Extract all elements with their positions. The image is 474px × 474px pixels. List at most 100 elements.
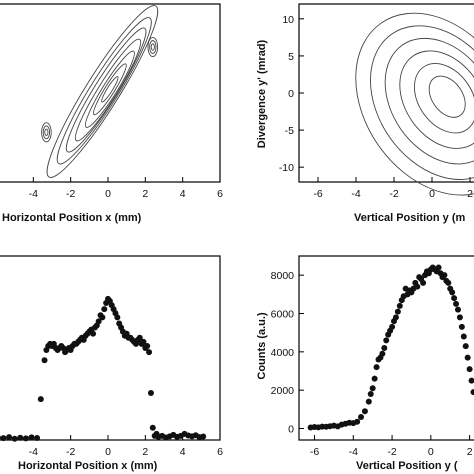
plot-frame-bottom-left	[0, 255, 221, 441]
x-tick-label: 6	[217, 188, 223, 200]
contour-line	[414, 63, 474, 134]
data-point	[458, 323, 465, 330]
data-point	[451, 295, 458, 302]
x-tick-label: 6	[217, 446, 223, 458]
x-tick-label: -4	[349, 446, 358, 458]
data-point	[37, 396, 44, 403]
y-tick-label: 0	[288, 88, 294, 100]
data-point	[28, 434, 35, 441]
y-tick-label: 2000	[271, 385, 295, 397]
x-axis-title-bottom-left: Horizontal Position x (mm)	[18, 460, 158, 472]
contour-line	[101, 76, 119, 103]
x-tick-label: -4	[29, 446, 38, 458]
x-tick-label: 0	[105, 188, 111, 200]
y-axis-title-bottom-right: Counts (a.u.)	[256, 312, 268, 380]
data-point	[369, 385, 376, 392]
data-point	[420, 279, 427, 286]
data-point	[462, 343, 469, 350]
x-tick-label: -6	[310, 446, 319, 458]
data-point	[394, 308, 401, 315]
data-point	[441, 272, 448, 279]
contour-line	[41, 122, 52, 143]
x-tick-label: -2	[66, 188, 75, 200]
y-tick-label: 5	[288, 51, 294, 63]
x-tick-label: -2	[66, 446, 75, 458]
plot-frame-bottom-right	[298, 255, 474, 441]
contour-line	[384, 37, 474, 165]
data-point	[456, 314, 463, 321]
data-point	[460, 333, 467, 340]
x-tick-label: 0	[105, 446, 111, 458]
data-point	[449, 289, 456, 296]
x-tick-label: 0	[429, 188, 435, 200]
y-tick-label: 8000	[271, 270, 295, 282]
data-point	[149, 424, 156, 431]
contour-line	[370, 25, 474, 180]
x-tick-label: 2	[467, 446, 473, 458]
x-tick-label: -2	[389, 188, 398, 200]
data-point	[373, 364, 380, 371]
x-tick-label: 2	[142, 446, 148, 458]
points-bottom-right	[307, 264, 474, 431]
data-point	[470, 389, 474, 396]
panel-bottom-right: -6 -4 -2 0 2 0 2000 4000 6000 8000 Vertical Posit…	[256, 255, 474, 472]
data-point	[445, 279, 452, 286]
ticks-bottom-right: -6 -4 -2 0 2 0 2000 4000 6000 8000	[271, 270, 473, 458]
data-point	[371, 375, 378, 382]
contour-line	[84, 50, 135, 128]
contour-line	[147, 36, 159, 58]
data-point	[17, 434, 24, 441]
data-point	[414, 283, 421, 290]
data-point	[146, 349, 153, 356]
data-point	[22, 435, 29, 442]
contours-top-right	[355, 12, 474, 196]
y-tick-label: 0	[288, 424, 294, 436]
x-tick-label: 0	[428, 446, 434, 458]
x-axis-title-top-left: Horizontal Position x (mm)	[2, 212, 142, 224]
data-point	[466, 366, 473, 373]
data-point	[41, 357, 48, 364]
contour-line	[150, 43, 155, 51]
x-axis-title-top-right: Vertical Position y (m	[354, 212, 465, 224]
data-point	[361, 408, 368, 415]
data-point	[95, 318, 102, 325]
points-bottom-left	[0, 295, 207, 442]
data-point	[90, 330, 97, 337]
data-point	[383, 337, 390, 344]
x-tick-label: 4	[180, 188, 186, 200]
contour-line	[74, 38, 142, 142]
y-tick-label: -5	[285, 125, 294, 137]
data-point	[381, 345, 388, 351]
ticks-bottom-left: -4 -2 0 2 4 6	[29, 435, 223, 458]
data-point	[365, 398, 372, 405]
data-point	[454, 306, 461, 313]
data-point	[389, 323, 396, 330]
x-tick-label: 2	[142, 188, 148, 200]
x-axis-title-bottom-right: Vertical Position y (	[356, 460, 458, 472]
contours-top-left	[41, 5, 159, 178]
data-point	[392, 314, 399, 321]
data-point	[464, 354, 471, 361]
data-point	[435, 264, 442, 271]
data-point	[99, 314, 106, 321]
contour-line	[42, 125, 51, 140]
data-point	[144, 342, 151, 349]
panel-bottom-left: -4 -2 0 2 4 6 Horizontal Position x (mm)	[0, 255, 223, 472]
data-point	[114, 314, 121, 321]
data-point	[354, 418, 361, 425]
data-point	[6, 434, 13, 441]
data-point	[358, 414, 365, 420]
ticks-top-left: -4 -2 0 2 4 6	[29, 177, 223, 200]
contour-line	[56, 17, 152, 165]
data-point	[379, 350, 386, 357]
data-point	[11, 435, 18, 442]
data-point	[34, 434, 41, 441]
contour-line	[93, 63, 127, 116]
data-point	[396, 302, 403, 309]
contour-line	[44, 128, 49, 136]
data-point	[453, 300, 460, 307]
y-tick-label: 6000	[271, 309, 295, 321]
x-tick-label: -4	[29, 188, 38, 200]
